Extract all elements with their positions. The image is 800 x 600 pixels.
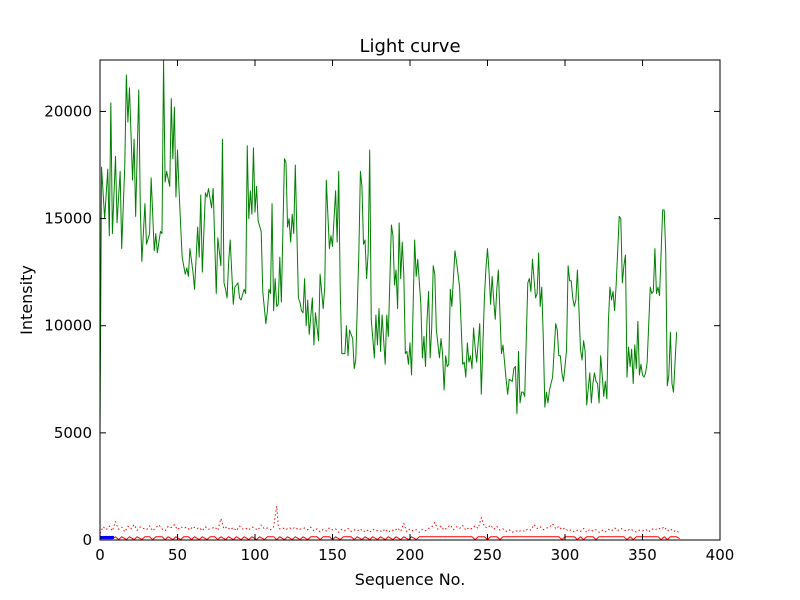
- y-tick-label: 0: [82, 531, 92, 549]
- x-tick-label: 200: [396, 546, 425, 564]
- y-tick-label: 20000: [44, 102, 92, 120]
- x-axis-label: Sequence No.: [355, 570, 466, 589]
- series-layer: [100, 60, 681, 540]
- series-line-0: [100, 60, 678, 433]
- x-tick-label: 50: [168, 546, 187, 564]
- y-tick-label: 15000: [44, 210, 92, 228]
- series-line-1: [100, 505, 681, 534]
- chart-title: Light curve: [359, 36, 460, 57]
- series-line-2: [100, 536, 680, 540]
- x-tick-label: 100: [241, 546, 270, 564]
- tick-layer: 0 50 100 150 200 250 300 350 400 0 5000 10000 15000 2…: [44, 60, 734, 564]
- plot-frame: [99, 59, 721, 541]
- x-tick-label: 400: [706, 546, 735, 564]
- x-tick-label: 350: [628, 546, 657, 564]
- x-tick-label: 0: [95, 546, 105, 564]
- y-tick-label: 5000: [54, 424, 92, 442]
- x-tick-label: 150: [318, 546, 347, 564]
- x-tick-label: 250: [473, 546, 502, 564]
- y-axis-label: Intensity: [17, 265, 36, 335]
- y-tick-label: 10000: [44, 317, 92, 335]
- x-tick-label: 300: [551, 546, 580, 564]
